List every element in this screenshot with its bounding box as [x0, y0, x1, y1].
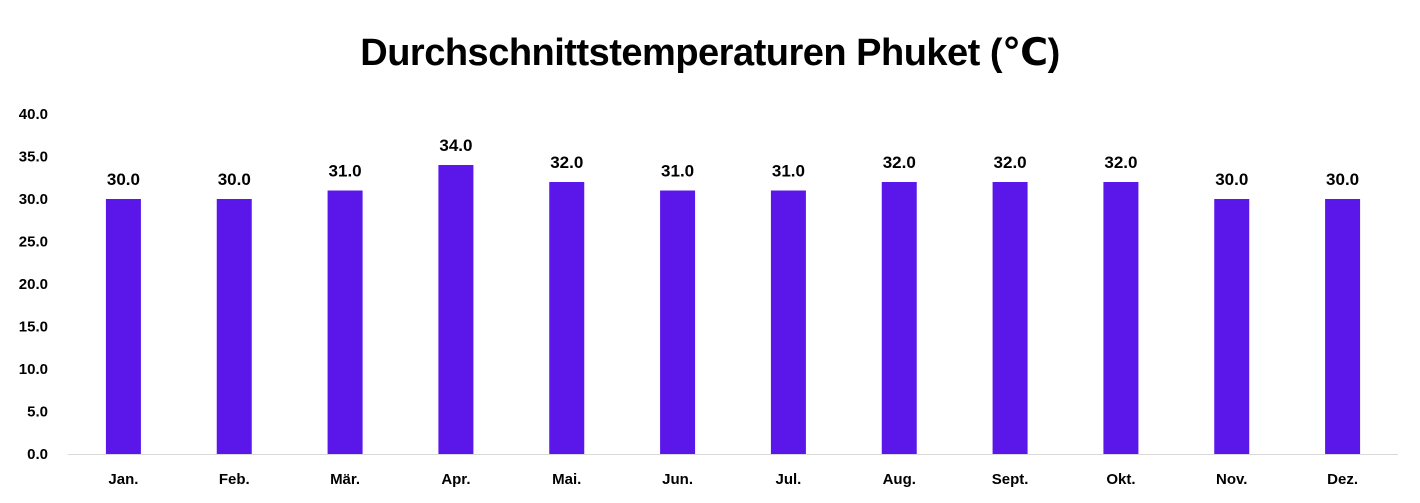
y-tick-label: 40.0 [19, 106, 48, 123]
y-tick-label: 5.0 [27, 404, 48, 421]
bar [770, 190, 806, 454]
chart-title: Durchschnittstemperaturen Phuket (℃) [360, 32, 1060, 74]
x-tick-label: Jan. [108, 471, 138, 488]
bar [992, 182, 1028, 454]
data-label: 30.0 [1326, 170, 1359, 189]
y-tick-label: 20.0 [19, 276, 48, 293]
bar [1325, 199, 1361, 454]
y-tick-label: 15.0 [19, 319, 48, 336]
y-tick-label: 0.0 [27, 446, 48, 463]
bar [216, 199, 252, 454]
bar [438, 165, 474, 454]
data-label: 32.0 [883, 153, 916, 172]
y-tick-label: 30.0 [19, 191, 48, 208]
x-tick-label: Mär. [330, 471, 360, 488]
bar [1214, 199, 1250, 454]
data-label: 32.0 [550, 153, 583, 172]
x-tick-label: Aug. [883, 471, 916, 488]
y-tick-label: 25.0 [19, 234, 48, 251]
bar [1103, 182, 1139, 454]
x-tick-label: Nov. [1216, 471, 1247, 488]
y-tick-label: 35.0 [19, 149, 48, 166]
x-tick-label: Mai. [552, 471, 581, 488]
data-label: 30.0 [107, 170, 140, 189]
bar [881, 182, 917, 454]
data-label: 30.0 [218, 170, 251, 189]
data-label: 32.0 [994, 153, 1027, 172]
bar [660, 190, 696, 454]
x-tick-label: Jul. [775, 471, 801, 488]
x-tick-label: Sept. [992, 471, 1029, 488]
data-label: 31.0 [329, 162, 362, 181]
bar [327, 190, 363, 454]
x-tick-label: Feb. [219, 471, 250, 488]
data-label: 30.0 [1215, 170, 1248, 189]
data-label: 32.0 [1104, 153, 1137, 172]
bar [549, 182, 585, 454]
bar [105, 199, 141, 454]
x-tick-label: Jun. [662, 471, 693, 488]
x-tick-label: Apr. [441, 471, 470, 488]
x-tick-label: Dez. [1327, 471, 1358, 488]
y-tick-label: 10.0 [19, 361, 48, 378]
data-label: 31.0 [661, 162, 694, 181]
data-label: 31.0 [772, 162, 805, 181]
data-label: 34.0 [439, 136, 472, 155]
x-tick-label: Okt. [1106, 471, 1135, 488]
